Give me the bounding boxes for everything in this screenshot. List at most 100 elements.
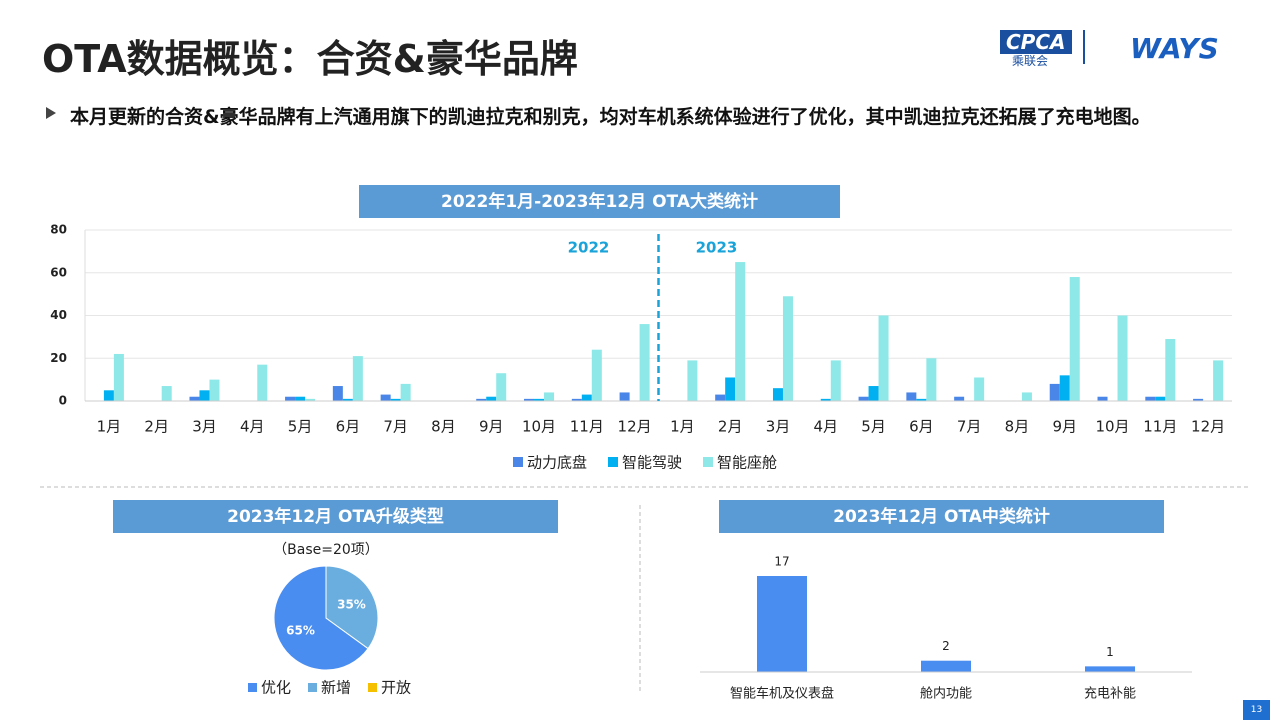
bar [926,358,937,401]
annotation: 2023 [696,239,738,257]
x-tick-label: 7月 [383,418,408,436]
bar [257,364,268,401]
legend-label: 优化 [261,679,291,697]
bar [1213,360,1224,401]
bar [757,576,807,672]
data-label: 35% [337,598,366,612]
bar [715,394,726,401]
bar [332,386,343,401]
title-box [359,185,840,218]
x-tick-label: 12月 [1191,418,1225,436]
bar [974,377,985,401]
x-tick-label: 8月 [1005,418,1030,436]
bar [476,398,487,401]
x-tick-label: 舱内功能 [920,686,972,702]
bar [581,394,592,401]
legend-swatch [608,457,618,467]
divider [1083,30,1085,64]
bar [103,390,114,401]
bar [921,660,971,672]
chart-title: 2022年1月-2023年12月 OTA大类统计 [441,191,758,212]
bullet-text: 本月更新的合资&豪华品牌有上汽通用旗下的凯迪拉克和别克，均对车机系统体验进行了优… [70,106,1151,128]
bar [189,396,200,401]
bar [954,396,965,401]
bar [1155,396,1166,401]
x-tick-label: 2月 [144,418,169,436]
y-tick-label: 20 [50,351,67,365]
x-tick-label: 11月 [1143,418,1177,436]
x-tick-label: 4月 [240,418,265,436]
legend-label: 新增 [321,679,351,697]
bar [209,379,220,401]
bar [820,398,831,401]
bar [619,392,630,401]
chart-subtitle: （Base=20项） [273,542,379,558]
pie-slice [273,565,369,671]
y-tick-label: 80 [50,223,67,237]
x-tick-label: 3月 [766,418,791,436]
bar [878,315,889,401]
logo: 乘联会 [1012,54,1049,68]
title-box [113,500,558,533]
logo: CPCA [1000,30,1072,54]
y-tick-label: 60 [50,265,67,279]
bar [687,360,698,401]
bar [772,388,783,401]
bar [295,396,306,401]
x-tick-label: 智能车机及仪表盘 [730,686,834,702]
legend-label: 动力底盘 [527,454,587,472]
bar [486,396,497,401]
bar [571,398,582,401]
bar [400,383,411,401]
bar [199,390,210,401]
x-tick-label: 10月 [1095,418,1129,436]
bar [1117,315,1128,401]
data-label: 1 [1106,645,1114,659]
legend-swatch [308,683,317,692]
bar [1021,392,1032,401]
bullet-marker [46,107,56,119]
x-tick-label: 3月 [192,418,217,436]
bar [830,360,841,401]
bar [858,396,869,401]
x-tick-label: 11月 [570,418,604,436]
data-label: 2 [942,639,950,653]
x-tick-label: 9月 [479,418,504,436]
bar [906,392,917,401]
bar [1097,396,1108,401]
bar [380,394,391,401]
bar [725,377,736,401]
page-number: 13 [1243,700,1270,720]
page-title: OTA数据概览：合资&豪华品牌 [42,37,578,81]
bar [591,349,602,401]
chart-title: 2023年12月 OTA升级类型 [227,506,444,527]
bar [305,398,316,401]
bar [1165,339,1176,401]
x-tick-label: 2月 [718,418,743,436]
x-tick-label: 5月 [861,418,886,436]
legend-swatch [248,683,257,692]
x-tick-label: 6月 [909,418,934,436]
legend-label: 智能座舱 [717,454,777,472]
y-tick-label: 40 [50,308,67,322]
bar [534,398,545,401]
bar [544,392,555,401]
bar [782,296,793,401]
bar [113,353,124,401]
bar [496,373,507,401]
bar [868,386,879,401]
x-tick-label: 5月 [288,418,313,436]
bar [1069,277,1080,401]
legend-swatch [368,683,377,692]
x-tick-label: 10月 [522,418,556,436]
bar [1085,666,1135,672]
x-tick-label: 充电补能 [1084,686,1136,702]
bar [1059,375,1070,401]
pie-slice [325,565,379,650]
bar [524,398,535,401]
bar [916,398,927,401]
bar [1193,398,1204,401]
data-label: 65% [286,623,315,637]
